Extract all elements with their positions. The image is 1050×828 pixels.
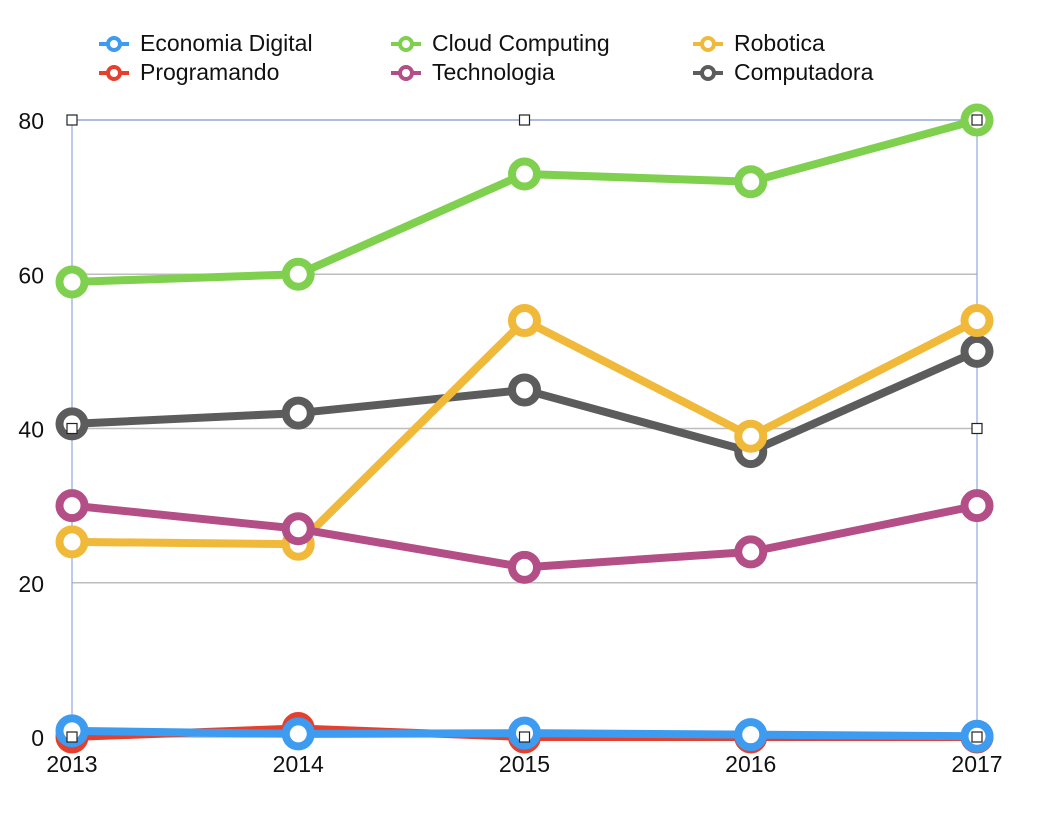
data-point-computadora (281, 396, 315, 430)
legend-marker-icon (693, 64, 723, 81)
legend-item-programando: Programando (99, 59, 280, 86)
selection-handle (971, 114, 983, 126)
data-point-robotica (734, 419, 768, 453)
data-point-cloud-computing (281, 257, 315, 291)
selection-handle (66, 731, 78, 743)
legend-label: Technologia (432, 59, 555, 85)
data-point-cloud-computing (734, 165, 768, 199)
data-point-technologia (734, 535, 768, 569)
selection-handle (66, 422, 78, 435)
data-point-computadora (960, 334, 994, 368)
data-point-economia-digital (281, 717, 315, 751)
x-tick-label: 2017 (951, 751, 1002, 777)
x-tick-label: 2015 (499, 751, 550, 777)
data-point-robotica (55, 525, 89, 559)
selection-handle (518, 114, 531, 126)
y-tick-label: 80 (18, 108, 44, 134)
selection-handle (971, 422, 983, 435)
legend-label: Robotica (734, 30, 825, 56)
series-line-robotica (68, 316, 981, 549)
series-computadora (55, 334, 994, 469)
legend-label: Programando (140, 59, 280, 85)
data-point-technologia (281, 512, 315, 546)
y-tick-label: 60 (18, 262, 44, 288)
legend-label: Computadora (734, 59, 874, 85)
legend-label: Cloud Computing (432, 30, 610, 56)
legend-item-economia-digital: Economia Digital (99, 30, 313, 57)
data-point-robotica (508, 304, 541, 338)
legend-marker-icon (391, 35, 421, 52)
data-point-robotica (960, 304, 994, 338)
selection-handle (66, 114, 78, 126)
legend-marker-icon (99, 35, 129, 52)
data-point-cloud-computing (55, 265, 89, 299)
series-technologia (55, 489, 994, 584)
y-tick-label: 0 (31, 725, 44, 751)
x-tick-label: 2014 (273, 751, 324, 777)
y-tick-label: 40 (18, 417, 44, 443)
data-point-economia-digital (734, 718, 768, 752)
data-point-technologia (55, 489, 89, 523)
data-point-technologia (960, 489, 994, 523)
legend-marker-icon (99, 64, 129, 81)
data-point-computadora (508, 373, 541, 407)
legend-item-robotica: Robotica (693, 30, 825, 57)
legend-item-cloud-computing: Cloud Computing (391, 30, 610, 57)
legend-item-technologia: Technologia (391, 59, 555, 86)
data-point-cloud-computing (508, 157, 541, 191)
selection-handle (971, 731, 983, 743)
legend-label: Economia Digital (140, 30, 313, 56)
selection-handle (518, 731, 531, 743)
data-point-technologia (508, 550, 541, 584)
data-point-economia-digital (55, 714, 89, 748)
legend-item-computadora: Computadora (693, 59, 874, 86)
legend-marker-icon (693, 35, 723, 52)
x-tick-label: 2016 (725, 751, 776, 777)
legend-marker-icon (391, 64, 421, 81)
series-cloud-computing (55, 103, 994, 299)
y-tick-label: 20 (18, 571, 44, 597)
x-tick-label: 2013 (46, 751, 97, 777)
series-line-cloud-computing (68, 116, 981, 286)
